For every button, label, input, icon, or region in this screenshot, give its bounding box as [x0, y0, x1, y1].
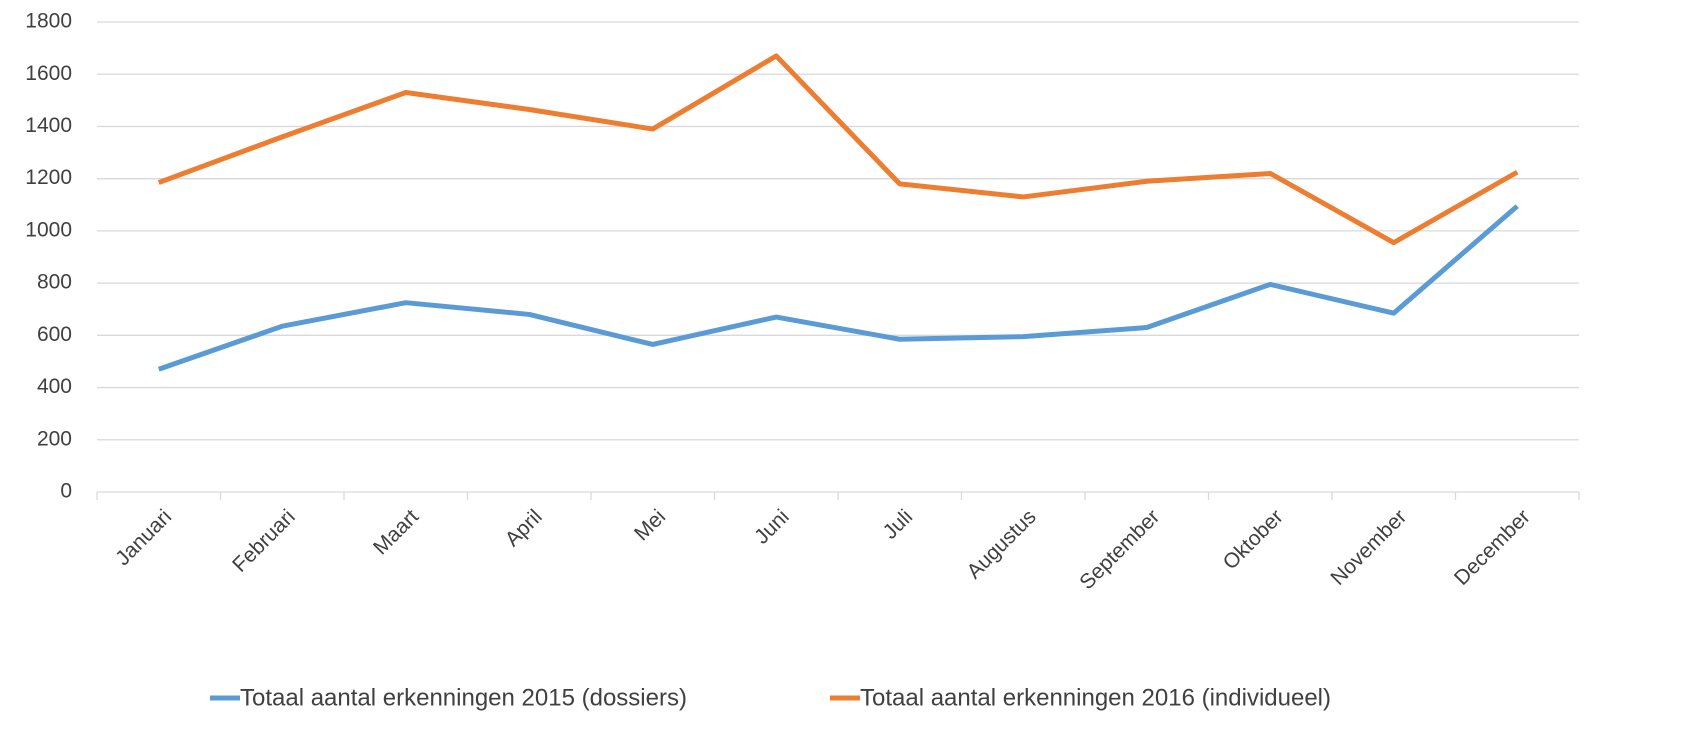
- x-tick-label: Februari: [228, 505, 300, 577]
- x-tick-label: Juli: [879, 505, 918, 544]
- legend-label: Totaal aantal erkenningen 2016 (individu…: [860, 684, 1331, 711]
- y-tick-label: 1000: [25, 218, 72, 241]
- line: [157, 204, 1519, 372]
- y-tick-label: 1400: [25, 114, 72, 137]
- x-tick-label: Augustus: [963, 505, 1041, 583]
- x-tick-label: Mei: [630, 505, 670, 545]
- x-tick-label: Oktober: [1219, 505, 1288, 574]
- y-tick-label: 0: [60, 480, 72, 503]
- y-tick-label: 1600: [25, 62, 72, 85]
- y-tick-label: 1200: [25, 166, 72, 189]
- y-tick-label: 200: [37, 427, 72, 450]
- y-tick-label: 1800: [25, 10, 72, 33]
- legend-label: Totaal aantal erkenningen 2015 (dossiers…: [240, 684, 687, 711]
- x-tick-label: Maart: [369, 505, 423, 559]
- line: [157, 53, 1519, 246]
- x-tick-label: Januari: [111, 505, 176, 570]
- x-tick-label: November: [1326, 505, 1411, 590]
- x-tick-label: December: [1450, 505, 1535, 590]
- x-tick-label: Juni: [750, 505, 794, 549]
- x-tick-label: April: [501, 505, 547, 551]
- x-tick-label: September: [1075, 505, 1164, 594]
- y-tick-label: 800: [37, 271, 72, 294]
- y-tick-label: 600: [37, 323, 72, 346]
- y-tick-label: 400: [37, 375, 72, 398]
